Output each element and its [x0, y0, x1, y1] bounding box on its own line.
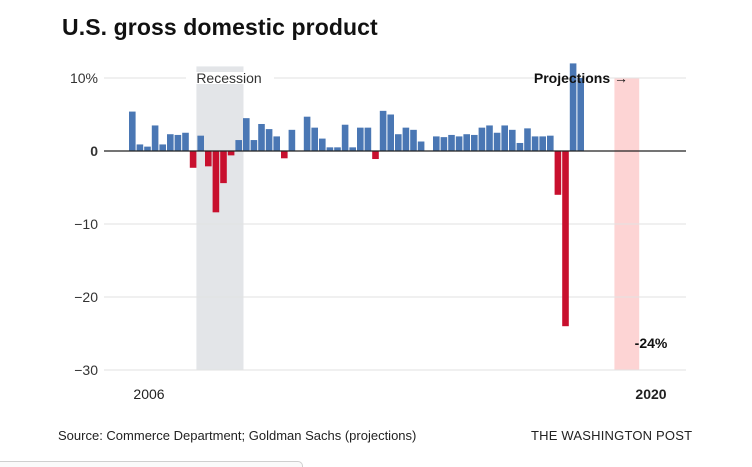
bar [212, 151, 220, 213]
bar [554, 151, 562, 195]
bar [258, 123, 265, 151]
bars [129, 63, 584, 327]
bar [471, 134, 478, 151]
bar [311, 127, 318, 151]
bar [402, 127, 410, 151]
bar [433, 136, 440, 151]
bar [486, 125, 493, 151]
bar [463, 134, 470, 151]
bar [273, 136, 280, 151]
bar [129, 111, 136, 151]
source-note: Source: Commerce Department; Goldman Sac… [58, 428, 417, 443]
bar [182, 132, 189, 151]
bar [167, 134, 174, 151]
bar [326, 147, 334, 151]
bar [136, 144, 144, 151]
axis-labels: 10% 0 −10 −20 −30 2006 2020 [70, 70, 667, 402]
bar [478, 127, 486, 151]
y-tick-label: 10% [70, 70, 98, 86]
bar [379, 110, 387, 151]
bar [197, 135, 204, 151]
projections-label: Projections → [534, 70, 628, 86]
bar [334, 147, 341, 151]
bar [235, 140, 242, 151]
bar [577, 78, 584, 151]
bar [144, 146, 151, 151]
y-tick-label: 0 [90, 143, 98, 159]
bar [569, 63, 577, 151]
bar [151, 125, 159, 151]
bar [531, 136, 539, 151]
annotations: Recession Projections → -24% [186, 70, 668, 351]
bar [357, 127, 364, 151]
bar [417, 141, 425, 151]
publisher-credit: THE WASHINGTON POST [531, 428, 693, 443]
bar [395, 134, 402, 151]
bar [288, 129, 296, 151]
bar [205, 151, 212, 167]
bar [440, 137, 448, 151]
bar [501, 125, 508, 151]
bar [243, 118, 250, 151]
bar [455, 136, 463, 151]
bar [547, 135, 554, 151]
bar [524, 128, 531, 151]
bar [448, 134, 455, 151]
chart-title: U.S. gross domestic product [62, 14, 378, 40]
y-tick-label: −20 [74, 289, 98, 305]
bar [562, 151, 569, 327]
bar [303, 116, 311, 151]
bar [493, 132, 501, 151]
bar [227, 151, 235, 156]
x-tick-label: 2006 [133, 386, 164, 402]
bar [159, 144, 166, 151]
bar [174, 134, 182, 151]
bar [364, 127, 372, 151]
bar [372, 151, 379, 160]
bar [189, 151, 197, 168]
bar [509, 129, 516, 151]
bar [281, 151, 288, 159]
recession-label: Recession [196, 70, 261, 86]
recession-label-bg [186, 72, 274, 84]
bar [341, 124, 349, 151]
bar [516, 142, 524, 151]
bar [265, 129, 273, 151]
bar [539, 136, 546, 151]
horizontal-scrollbar[interactable] [0, 461, 303, 467]
x-tick-label: 2020 [635, 386, 666, 402]
low-point-label: -24% [635, 335, 668, 351]
recession-band [196, 66, 244, 371]
gridlines [104, 77, 686, 371]
bar [349, 147, 356, 151]
bar [387, 114, 394, 151]
y-tick-label: −10 [74, 216, 98, 232]
bar [220, 151, 227, 184]
bar [319, 138, 326, 151]
y-tick-label: −30 [74, 362, 98, 378]
bar [250, 140, 258, 151]
bar [410, 129, 417, 151]
